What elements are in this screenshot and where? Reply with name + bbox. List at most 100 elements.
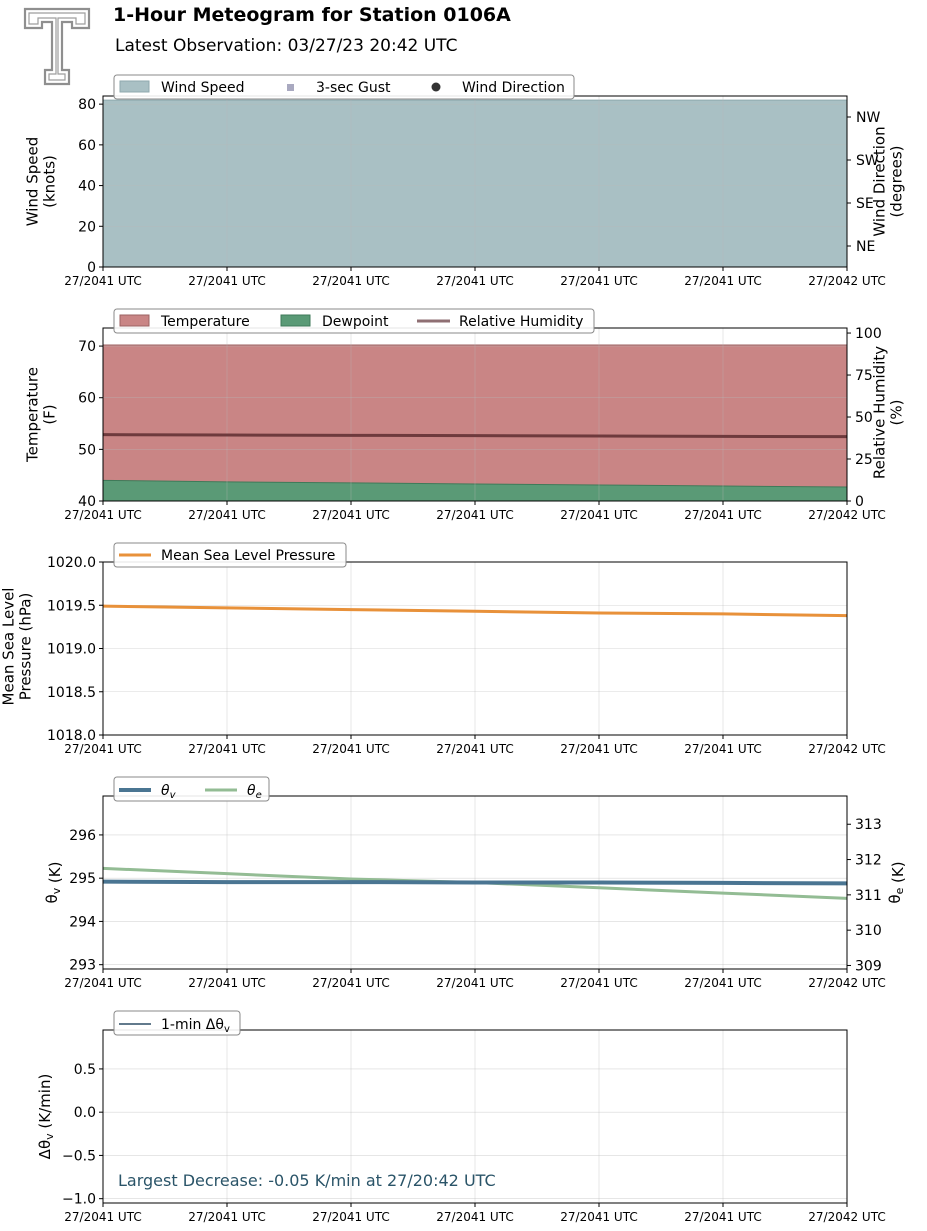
x-tick-label: 27/2042 UTC — [808, 274, 885, 288]
pressure-line — [102, 604, 848, 618]
legend-label-rh: Relative Humidity — [459, 314, 583, 330]
legend-box — [113, 308, 595, 334]
legend-label-dewpoint: Dewpoint — [322, 314, 389, 330]
x-tick-label: 27/2041 UTC — [188, 508, 265, 522]
x-tick-label: 27/2041 UTC — [436, 976, 513, 990]
y-tick-label: 1019.0 — [47, 642, 96, 658]
y2-tick-label: 50 — [855, 410, 873, 426]
y2-tick-label: 100 — [855, 326, 882, 342]
y-tick-label: 296 — [69, 828, 96, 844]
x-tick-label: 27/2041 UTC — [684, 274, 761, 288]
y-tick-label: 0.5 — [74, 1062, 96, 1078]
x-tick-label: 27/2041 UTC — [560, 976, 637, 990]
y-tick-label: 1018.0 — [47, 728, 96, 744]
x-tick-label: 27/2041 UTC — [64, 508, 141, 522]
x-tick-label: 27/2041 UTC — [64, 976, 141, 990]
y-tick-label: 80 — [78, 97, 96, 113]
y2-tick-label: 25 — [855, 452, 873, 468]
x-tick-label: 27/2041 UTC — [684, 1210, 761, 1224]
legend-label-theta-e: θe — [247, 783, 262, 801]
y-tick-label: 50 — [78, 442, 96, 458]
y2-tick-label: NE — [856, 239, 875, 255]
temp-y2label: Relative Humidity — [871, 346, 889, 479]
y2-tick-label: SE — [856, 196, 874, 212]
x-tick-label: 27/2041 UTC — [64, 1210, 141, 1224]
x-tick-label: 27/2041 UTC — [684, 742, 761, 756]
legend-label-theta-v: θv — [161, 783, 177, 801]
x-tick-label: 27/2041 UTC — [64, 742, 141, 756]
y2-tick-label: 0 — [855, 494, 864, 510]
y-tick-label: −1.0 — [62, 1192, 96, 1208]
legend-swatch-dewpoint — [280, 314, 311, 327]
ttu-logo — [23, 7, 91, 86]
y2-tick-label: NW — [856, 110, 880, 126]
largest-decrease-annotation: Largest Decrease: -0.05 K/min at 27/20:4… — [118, 1171, 496, 1190]
temp-ylabel: Temperature — [24, 367, 42, 463]
legend-label-pressure: Mean Sea Level Pressure — [161, 548, 335, 564]
x-tick-label: 27/2042 UTC — [808, 742, 885, 756]
x-tick-label: 27/2041 UTC — [560, 508, 637, 522]
x-tick-label: 27/2041 UTC — [436, 742, 513, 756]
x-tick-label: 27/2042 UTC — [808, 508, 885, 522]
legend-swatch-wind-speed — [119, 80, 150, 93]
y-tick-label: 60 — [78, 391, 96, 407]
legend-swatch-direction — [431, 82, 441, 92]
x-tick-label: 27/2041 UTC — [64, 274, 141, 288]
y2-tick-label: SW — [856, 153, 879, 169]
y-tick-label: 60 — [78, 138, 96, 154]
x-tick-label: 27/2042 UTC — [808, 1210, 885, 1224]
y-tick-label: 0.0 — [74, 1105, 96, 1121]
y-tick-label: 0 — [87, 260, 96, 276]
y-tick-label: 40 — [78, 494, 96, 510]
theta-v-ylabel: θv (K) — [43, 862, 64, 904]
legend-label-temperature: Temperature — [160, 314, 250, 330]
page-title: 1-Hour Meteogram for Station 0106A — [113, 4, 511, 26]
theta-e-ylabel: θe (K) — [886, 861, 907, 903]
theta-v-line — [102, 879, 848, 886]
x-tick-label: 27/2041 UTC — [188, 976, 265, 990]
legend-box — [113, 542, 347, 568]
x-tick-label: 27/2041 UTC — [560, 274, 637, 288]
y2-tick-label: 309 — [855, 958, 882, 974]
y2-tick-label: 75 — [855, 368, 873, 384]
y-tick-label: 295 — [69, 871, 96, 887]
y2-tick-label: 312 — [855, 853, 882, 869]
y-tick-label: 294 — [69, 914, 96, 930]
y-tick-label: 40 — [78, 179, 96, 195]
legend-box — [113, 776, 270, 802]
x-tick-label: 27/2041 UTC — [312, 274, 389, 288]
wind-ylabel: (knots) — [41, 155, 59, 208]
x-tick-label: 27/2041 UTC — [560, 1210, 637, 1224]
wind-y2label: (degrees) — [888, 145, 906, 217]
x-tick-label: 27/2041 UTC — [436, 508, 513, 522]
x-tick-label: 27/2041 UTC — [188, 1210, 265, 1224]
x-tick-label: 27/2041 UTC — [560, 742, 637, 756]
x-tick-label: 27/2041 UTC — [312, 742, 389, 756]
y2-tick-label: 311 — [855, 888, 882, 904]
rh-line — [102, 433, 848, 439]
y-tick-label: 1018.5 — [47, 685, 96, 701]
y-tick-label: 20 — [78, 219, 96, 235]
legend-label-dtheta: 1-min Δθv — [161, 1017, 230, 1035]
temp-y2label: (%) — [888, 400, 906, 426]
legend-swatch-gust — [287, 84, 294, 91]
y2-tick-label: 310 — [855, 923, 882, 939]
legend-label-gust: 3-sec Gust — [316, 80, 391, 96]
x-tick-label: 27/2041 UTC — [312, 976, 389, 990]
legend-swatch-temperature — [119, 314, 150, 327]
y-tick-label: 293 — [69, 958, 96, 974]
x-tick-label: 27/2042 UTC — [808, 976, 885, 990]
x-tick-label: 27/2041 UTC — [684, 976, 761, 990]
legend-label-direction: Wind Direction — [462, 80, 565, 96]
y-tick-label: 1020.0 — [47, 555, 96, 571]
legend-box — [113, 74, 575, 100]
page-subtitle: Latest Observation: 03/27/23 20:42 UTC — [115, 36, 458, 56]
temp-ylabel: (F) — [41, 404, 59, 424]
x-tick-label: 27/2041 UTC — [436, 274, 513, 288]
dtheta-ylabel: Δθv (K/min) — [36, 1074, 56, 1160]
legend-label-wind-speed: Wind Speed — [161, 80, 245, 96]
pressure-ylabel: Mean Sea Level — [0, 588, 18, 706]
legend-box — [113, 1010, 241, 1036]
x-tick-label: 27/2041 UTC — [312, 508, 389, 522]
